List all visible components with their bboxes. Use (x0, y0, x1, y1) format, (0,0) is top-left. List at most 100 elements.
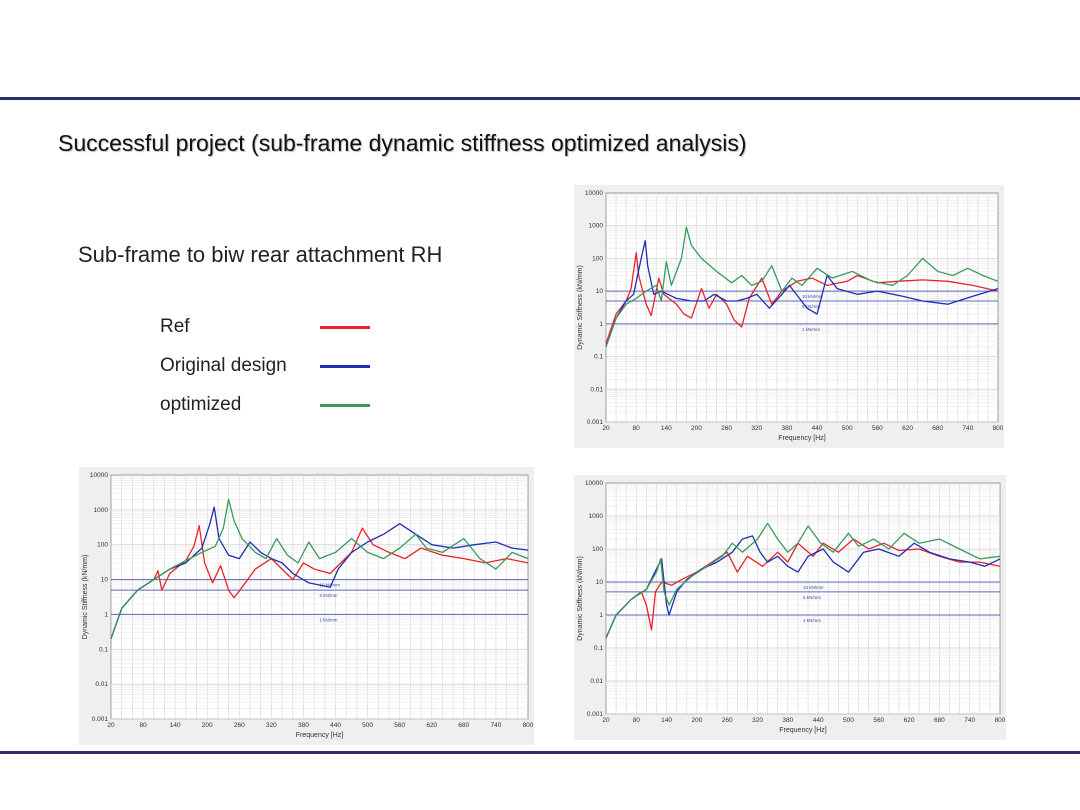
series-line (110, 525, 529, 640)
x-tick-label: 320 (266, 722, 277, 729)
x-tick-label: 800 (993, 425, 1004, 432)
x-tick-label: 500 (843, 717, 854, 724)
target-label: 1 kN/mm (802, 327, 820, 332)
x-tick-label: 380 (298, 722, 309, 729)
x-tick-label: 740 (964, 717, 975, 724)
x-tick-label: 200 (691, 425, 702, 432)
x-tick-label: 140 (661, 717, 672, 724)
x-tick-label: 680 (458, 722, 469, 729)
y-tick-label: 0.01 (590, 678, 603, 685)
x-tick-label: 620 (904, 717, 915, 724)
x-tick-label: 440 (330, 722, 341, 729)
legend-label-original: Original design (160, 355, 287, 376)
y-tick-label: 10000 (585, 190, 603, 197)
x-tick-label: 140 (170, 722, 181, 729)
y-tick-label: 100 (97, 542, 108, 549)
chart-panel-bottom-left: 10 kN/mm 5 kN/mm 1 kN/mm 20 80 140 200 260 320 38… (79, 467, 534, 745)
slide-subtitle: Sub-frame to biw rear attachment RH (78, 242, 443, 267)
x-tick-label: 380 (782, 717, 793, 724)
x-tick-label: 140 (661, 425, 672, 432)
x-tick-label: 200 (691, 717, 702, 724)
x-tick-label: 680 (932, 425, 943, 432)
legend-label-optimized: optimized (160, 394, 242, 415)
x-tick-label: 620 (426, 722, 437, 729)
legend-label-ref: Ref (160, 316, 190, 337)
target-label: 1 kN/mm (803, 618, 821, 623)
x-tick-label: 320 (752, 717, 763, 724)
legend-swatch-ref (320, 326, 370, 329)
x-grid (615, 193, 989, 422)
y-tick-label: 10 (101, 577, 109, 584)
y-grid (606, 194, 998, 423)
x-axis-label: Frequency [Hz] (779, 727, 827, 734)
x-tick-label: 20 (107, 722, 115, 729)
x-tick-label: 320 (751, 425, 762, 432)
y-tick-label: 1000 (589, 223, 604, 230)
x-grid (121, 475, 518, 719)
target-label: 5 kN/mm (803, 595, 821, 600)
series-line (110, 506, 529, 640)
x-tick-label: 740 (962, 425, 973, 432)
x-tick-label: 560 (394, 722, 405, 729)
target-label: 10 kN/mm (320, 583, 341, 588)
y-tick-label: 1000 (589, 513, 604, 520)
y-tick-label: 0.001 (587, 711, 604, 718)
chart-bottom-right: 10 kN/mm 5 kN/mm 1 kN/mm 20 80 140 200 260 320 38… (577, 480, 1006, 734)
target-label: 10 kN/mm (802, 294, 823, 299)
x-grid (615, 483, 991, 714)
x-tick-label: 800 (523, 722, 534, 729)
x-tick-label: 80 (633, 717, 641, 724)
y-tick-label: 10 (596, 288, 604, 295)
y-tick-label: 1 (104, 611, 108, 618)
target-label: 1 kN/mm (320, 617, 338, 622)
target-label: 5 kN/mm (320, 593, 338, 598)
x-tick-label: 380 (781, 425, 792, 432)
x-tick-label: 200 (202, 722, 213, 729)
target-label: 5 kN/mm (802, 304, 820, 309)
top-divider (0, 97, 1080, 100)
y-tick-label: 0.01 (590, 386, 603, 393)
series-line (605, 226, 999, 347)
series-line (605, 535, 1001, 639)
y-grid (111, 476, 528, 720)
bottom-divider (0, 751, 1080, 754)
y-tick-label: 0.001 (92, 716, 109, 723)
y-tick-label: 1 (599, 612, 603, 619)
slide-title: Successful project (sub-frame dynamic st… (58, 130, 747, 156)
x-tick-label: 620 (902, 425, 913, 432)
x-tick-label: 20 (602, 425, 610, 432)
x-tick-label: 740 (490, 722, 501, 729)
x-tick-label: 260 (722, 717, 733, 724)
y-tick-label: 100 (592, 255, 603, 262)
x-tick-label: 440 (812, 425, 823, 432)
x-tick-label: 260 (234, 722, 245, 729)
series-line (605, 239, 999, 347)
series-line (605, 522, 1001, 639)
y-tick-label: 1000 (94, 507, 109, 514)
legend-swatch-original (320, 365, 370, 368)
x-axis-label: Frequency [Hz] (778, 435, 826, 442)
y-tick-label: 0.1 (99, 646, 108, 653)
y-tick-label: 10 (596, 579, 604, 586)
x-tick-label: 80 (633, 425, 641, 432)
y-axis-label: Dynamic Stiffness (kN/mm) (82, 555, 89, 640)
y-tick-label: 100 (592, 546, 603, 553)
y-grid (606, 484, 1000, 715)
x-tick-label: 560 (872, 425, 883, 432)
x-tick-label: 800 (995, 717, 1006, 724)
x-tick-label: 260 (721, 425, 732, 432)
legend-swatch-optimized (320, 404, 370, 407)
y-axis-label: Dynamic Stiffness (kN/mm) (577, 556, 584, 641)
plot-area (605, 192, 999, 423)
x-tick-label: 440 (813, 717, 824, 724)
y-tick-label: 0.1 (594, 645, 603, 652)
y-axis-label: Dynamic Stiffness (kN/mm) (577, 265, 584, 350)
chart-panel-bottom-right: 10 kN/mm 5 kN/mm 1 kN/mm 20 80 140 200 260 320 38… (574, 475, 1006, 740)
y-tick-label: 0.01 (95, 681, 108, 688)
chart-bottom-left: 10 kN/mm 5 kN/mm 1 kN/mm 20 80 140 200 260 320 38… (82, 472, 534, 739)
y-tick-label: 10000 (90, 472, 108, 479)
x-tick-label: 500 (362, 722, 373, 729)
y-tick-label: 0.001 (587, 419, 604, 426)
x-axis-label: Frequency [Hz] (296, 732, 344, 739)
target-label: 10 kN/mm (803, 585, 824, 590)
